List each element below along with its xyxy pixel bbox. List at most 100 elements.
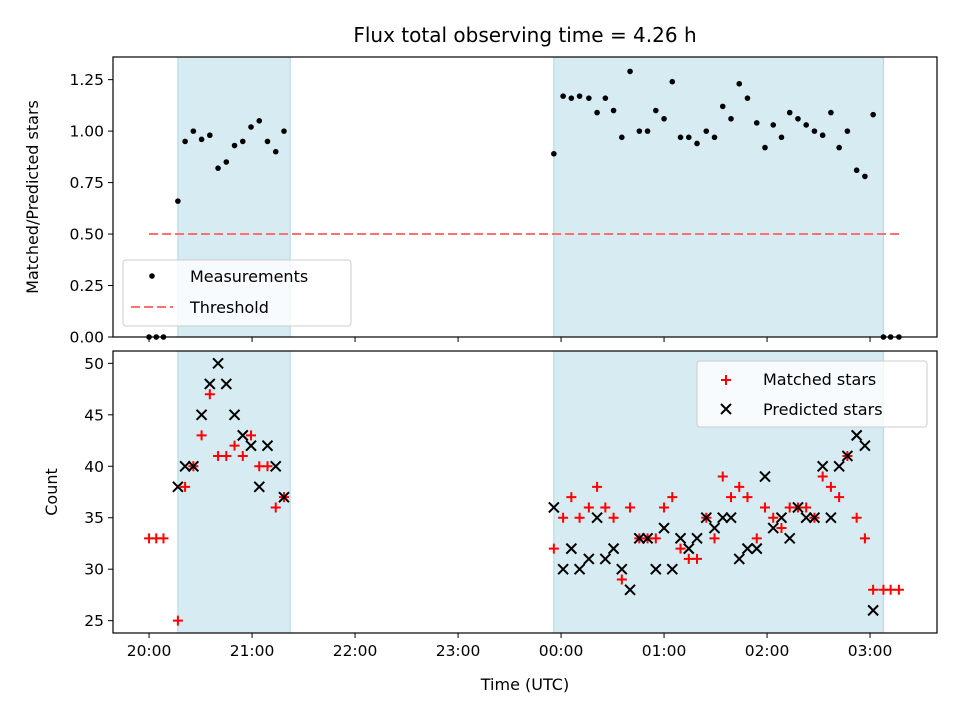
matched-star-point	[246, 430, 257, 441]
predicted-star-point	[650, 563, 662, 575]
measurement-point	[281, 128, 287, 134]
measurement-point	[719, 103, 726, 110]
x-tick-label: 21:00	[230, 642, 275, 660]
legend-box	[122, 259, 352, 327]
legend-label-threshold: Threshold	[189, 298, 269, 317]
predicted-star-point	[733, 553, 745, 565]
measurement-point	[215, 165, 221, 171]
measurement-point	[703, 128, 710, 134]
matched-star-point	[204, 389, 215, 400]
x-tick-label: 22:00	[333, 642, 378, 660]
measurement-point	[256, 118, 263, 124]
measurement-point	[653, 107, 659, 114]
legend-box	[696, 360, 928, 428]
measurement-point	[272, 148, 279, 155]
predicted-star-point	[557, 563, 569, 575]
predicted-star-point	[641, 532, 654, 545]
y-tick-label: 50	[84, 355, 104, 373]
measurement-point	[819, 132, 826, 139]
y-tick-label: 0.25	[69, 277, 104, 295]
matched-star-point	[566, 492, 577, 503]
matched-star-point	[548, 543, 559, 554]
predicted-star-point	[573, 563, 586, 575]
measurement-point	[862, 173, 868, 180]
matched-star-point	[650, 533, 661, 544]
x-tick-label: 01:00	[642, 642, 687, 660]
matched-star-point	[751, 533, 762, 544]
predicted-star-point	[253, 481, 265, 493]
predicted-star-point	[245, 439, 257, 452]
matched-star-point	[742, 492, 753, 503]
bottom-panel-ylabel: Count	[42, 468, 61, 516]
legend-marker-matched	[721, 375, 731, 385]
bottom-panel-y-ticks: 25 30 35 40 45 50	[84, 355, 113, 630]
predicted-star-point	[212, 357, 224, 370]
matched-star-point	[717, 471, 728, 482]
y-tick-label: 35	[84, 509, 104, 527]
measurement-point	[811, 128, 818, 134]
predicted-star-point	[237, 429, 249, 442]
predicted-star-point	[800, 512, 812, 524]
measurement-point	[778, 134, 785, 141]
predicted-star-point	[278, 491, 290, 503]
measurement-point	[728, 115, 734, 122]
measurement-point	[602, 95, 609, 101]
matched-star-point	[158, 533, 169, 544]
measurement-point	[182, 138, 188, 145]
measurement-point	[795, 115, 801, 122]
measurement-point	[551, 150, 557, 157]
matched-star-point	[675, 543, 686, 554]
measurement-point	[803, 122, 809, 128]
matched-star-point	[868, 584, 879, 595]
top-panel-legend: Measurements Threshold	[122, 259, 352, 327]
predicted-star-point	[767, 522, 779, 534]
matched-star-point	[270, 502, 281, 513]
measurement-point	[586, 95, 592, 101]
measurement-point	[677, 134, 684, 141]
matched-star-point	[608, 512, 619, 523]
predicted-star-point	[658, 522, 670, 534]
legend-label-predicted: Predicted stars	[763, 400, 883, 419]
predicted-star-point	[195, 409, 208, 421]
matched-star-point	[574, 512, 585, 523]
measurement-point	[753, 120, 760, 126]
top-panel-ylabel: Matched/Predicted stars	[23, 100, 42, 294]
measurement-point	[711, 134, 718, 141]
y-tick-label: 1.25	[69, 71, 104, 89]
predicted-star-point	[666, 563, 678, 575]
measurement-point	[762, 144, 768, 151]
predicted-star-point	[867, 604, 879, 617]
bottom-panel: 20:00 21:00 22:00 23:00 00:00 01:00 02:00 03:00…	[42, 350, 938, 694]
measurement-point	[248, 124, 254, 130]
predicted-star-point	[633, 532, 646, 545]
measurement-point	[198, 136, 205, 143]
matched-star-point	[196, 430, 207, 441]
matched-star-point	[834, 492, 845, 503]
measurement-point	[661, 115, 667, 122]
predicted-star-point	[228, 409, 241, 421]
predicted-star-point	[850, 429, 863, 442]
measurement-point	[231, 142, 238, 149]
bottom-panel-legend: Matched stars Predicted stars	[696, 360, 928, 428]
predicted-star-point	[179, 460, 191, 472]
measurement-point	[636, 128, 643, 134]
measurement-point	[685, 134, 692, 141]
measurement-point	[770, 122, 777, 128]
measurement-point	[836, 144, 842, 151]
y-tick-label: 1.00	[69, 123, 104, 141]
matched-star-point	[659, 502, 670, 513]
predicted-star-point	[759, 470, 771, 483]
matched-star-point	[558, 512, 569, 523]
matched-star-point	[817, 471, 828, 482]
top-panel: 0.00 0.25 0.50 0.75 1.00 1.25 Matched/Predict…	[23, 56, 938, 347]
measurement-point	[239, 138, 246, 145]
matched-star-point	[616, 574, 627, 585]
predicted-star-point	[691, 532, 703, 545]
predicted-star-point	[674, 532, 687, 545]
predicted-star-point	[591, 512, 603, 524]
predicted-star-point	[833, 460, 845, 472]
y-tick-label: 40	[84, 458, 104, 476]
predicted-star-point	[270, 460, 282, 472]
predicted-star-point	[825, 512, 837, 524]
